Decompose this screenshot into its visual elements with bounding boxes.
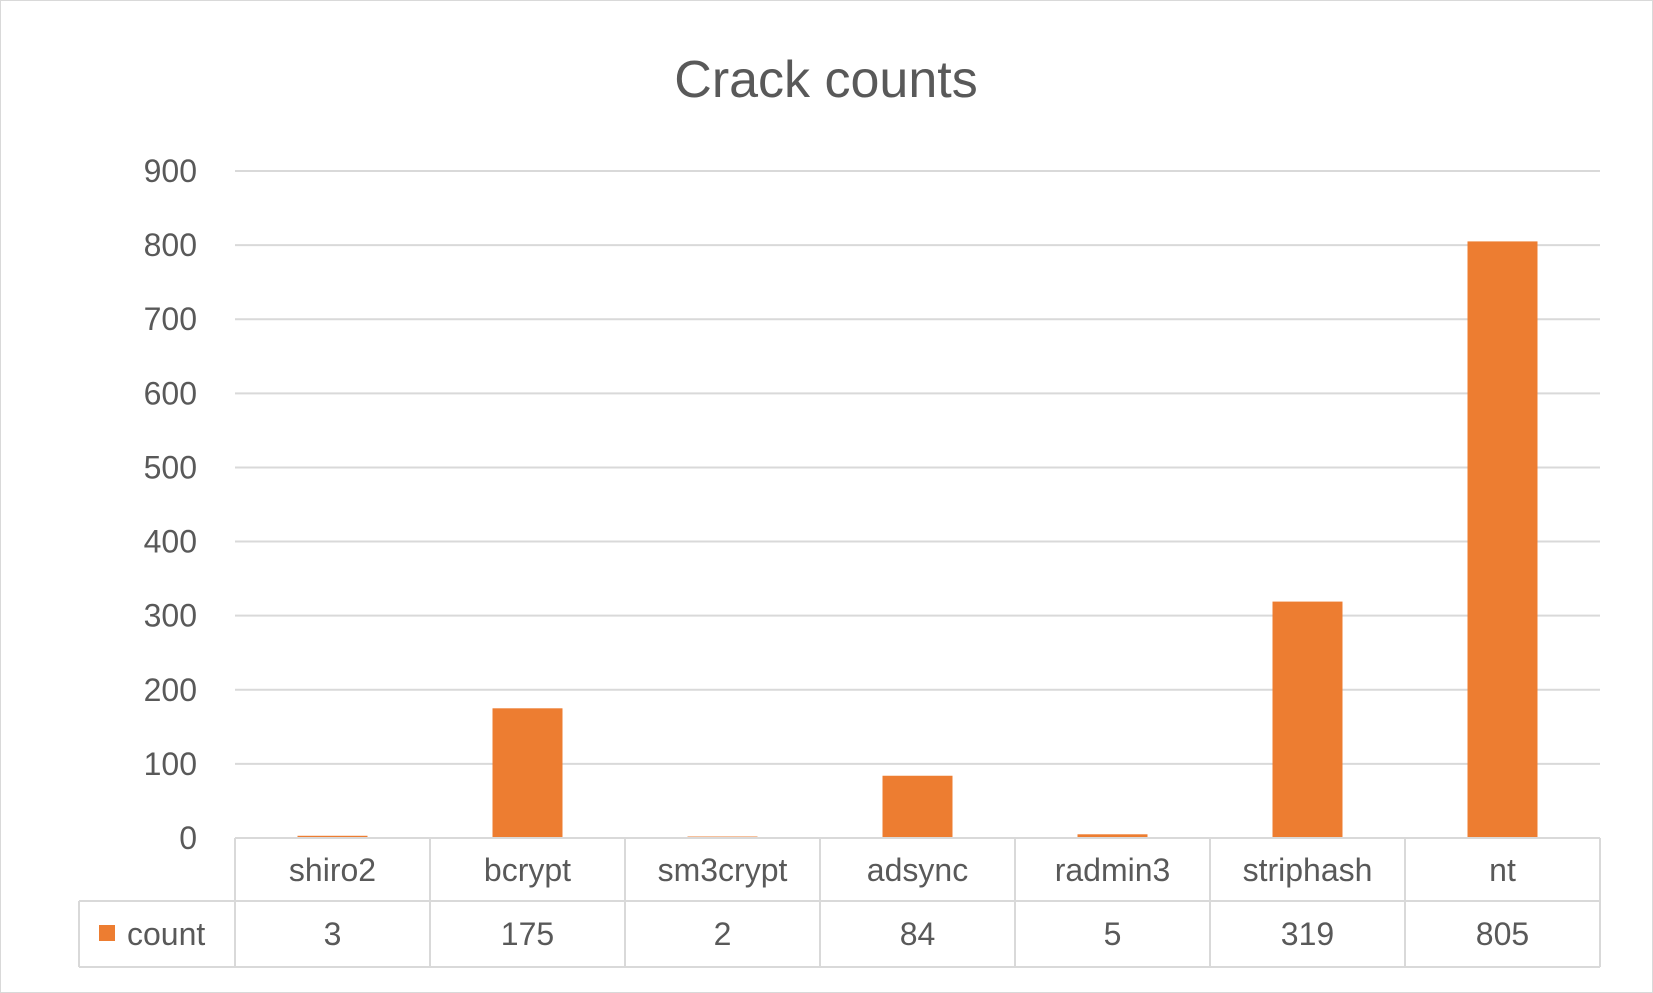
y-tick-label: 700 xyxy=(144,301,197,337)
y-tick-label: 300 xyxy=(144,598,197,634)
data-label: 805 xyxy=(1476,916,1529,952)
series-name: count xyxy=(127,916,205,952)
bar xyxy=(492,708,563,838)
category-label: adsync xyxy=(867,852,968,888)
y-tick-label: 100 xyxy=(144,746,197,782)
legend-swatch xyxy=(99,925,115,941)
bar xyxy=(297,835,368,838)
y-axis-tick-labels: 0 100 200 300 400 500 600 700 800 900 xyxy=(144,153,197,856)
y-tick-label: 800 xyxy=(144,227,197,263)
y-tick-label: 400 xyxy=(144,524,197,560)
bar xyxy=(882,775,953,838)
category-label: striphash xyxy=(1243,852,1373,888)
category-label: sm3crypt xyxy=(658,852,788,888)
bars xyxy=(297,241,1538,839)
chart-title: Crack counts xyxy=(674,51,977,109)
category-label: shiro2 xyxy=(289,852,376,888)
data-label: 319 xyxy=(1281,916,1334,952)
bar xyxy=(1467,241,1538,839)
gridlines xyxy=(235,170,1600,765)
y-tick-label: 200 xyxy=(144,672,197,708)
data-table: shiro2 bcrypt sm3crypt adsync radmin3 stripha… xyxy=(78,837,1601,968)
y-tick-label: 900 xyxy=(144,153,197,189)
bar xyxy=(1077,834,1148,838)
y-tick-label: 600 xyxy=(144,375,197,411)
bar xyxy=(1272,601,1343,838)
data-label: 3 xyxy=(324,916,342,952)
data-label: 175 xyxy=(501,916,554,952)
category-label: nt xyxy=(1489,852,1516,888)
data-label: 84 xyxy=(900,916,936,952)
category-label: radmin3 xyxy=(1055,852,1171,888)
data-label: 5 xyxy=(1104,916,1122,952)
data-label: 2 xyxy=(714,916,732,952)
category-label: bcrypt xyxy=(484,852,571,888)
y-tick-label: 0 xyxy=(179,820,197,856)
y-tick-label: 500 xyxy=(144,449,197,485)
